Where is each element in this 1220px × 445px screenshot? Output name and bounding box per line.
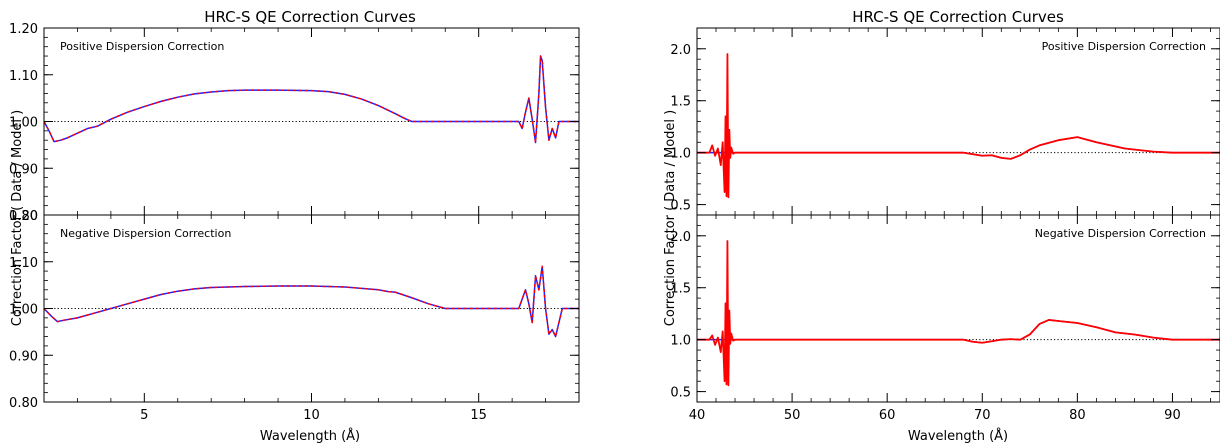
x-tick-label: 80 <box>1069 408 1086 423</box>
y-tick-label: 1.10 <box>9 69 38 84</box>
x-tick-label: 10 <box>303 408 320 423</box>
x-tick-label: 60 <box>879 408 896 423</box>
panel-left-top: 0.80 0.90 1.00 1.10 1.20 Positive Dispersion … <box>9 22 580 224</box>
y-tick-label: 1.0 <box>670 147 691 162</box>
left-y-axis-label: Correction Factor ( Data / Model ) <box>10 110 25 326</box>
plot-panels: 0.80 0.90 1.00 1.10 1.20 Positive Dispersion … <box>9 22 1220 423</box>
series-line-solid-red <box>697 240 1220 387</box>
y-tick-label: 0.80 <box>9 209 38 224</box>
left-chart-title: HRC-S QE Correction Curves <box>204 8 416 26</box>
y-tick-label: 1.20 <box>9 22 38 37</box>
right-y-axis-label: Correction Factor ( Data / Model ) <box>663 110 678 326</box>
panel-left-bottom: 0.80 0.90 1.00 1.10 1.20 5 10 15 Negative Disper… <box>9 209 580 423</box>
plot-frame <box>696 27 1220 216</box>
x-tick-label: 70 <box>974 408 991 423</box>
y-tick-label: 1.00 <box>9 116 38 131</box>
y-tick-label: 0.90 <box>9 162 38 177</box>
y-tick-label: 0.5 <box>670 386 691 401</box>
y-tick-label: 1.5 <box>670 95 691 110</box>
y-tick-label: 1.20 <box>9 209 38 224</box>
y-tick-label: 0.90 <box>9 349 38 364</box>
right-chart-title: HRC-S QE Correction Curves <box>852 8 1064 26</box>
y-tick-label: 1.0 <box>670 334 691 349</box>
right-x-axis-label: Wavelength (Å) <box>908 428 1008 444</box>
y-tick-label: 2.0 <box>670 43 691 58</box>
x-tick-label: 50 <box>784 408 801 423</box>
panel-annotation: Negative Dispersion Correction <box>1035 227 1206 240</box>
y-tick-label: 1.00 <box>9 303 38 318</box>
series-line-solid-blue <box>697 136 1220 160</box>
y-tick-label: 2.0 <box>670 230 691 245</box>
series-line-solid-blue <box>44 265 579 338</box>
panel-right-top: 0.5 1.0 1.5 2.0 Positive Dispersion Correcti… <box>670 27 1220 216</box>
left-x-axis-label: Wavelength (Å) <box>260 428 360 444</box>
y-tick-label: 1.10 <box>9 256 38 271</box>
x-tick-label: 15 <box>470 408 487 423</box>
x-tick-label: 40 <box>689 408 706 423</box>
y-tick-label: 1.5 <box>670 282 691 297</box>
panel-annotation: Negative Dispersion Correction <box>60 227 231 240</box>
series-line-dashed-red <box>44 55 579 144</box>
panel-annotation: Positive Dispersion Correction <box>60 40 224 53</box>
x-tick-label: 90 <box>1164 408 1181 423</box>
x-tick-label: 5 <box>140 408 148 423</box>
plot-frame <box>696 214 1220 403</box>
series-line-dashed-red <box>44 265 579 338</box>
panel-annotation: Positive Dispersion Correction <box>1042 40 1206 53</box>
y-tick-label: 0.5 <box>670 199 691 214</box>
panel-right-bottom: 0.5 1.0 1.5 2.0 40 50 60 70 80 90 Negative Dispers… <box>670 214 1220 423</box>
series-line-solid-blue <box>44 55 579 144</box>
y-tick-label: 0.80 <box>9 396 38 411</box>
series-line-solid-red <box>697 53 1220 199</box>
